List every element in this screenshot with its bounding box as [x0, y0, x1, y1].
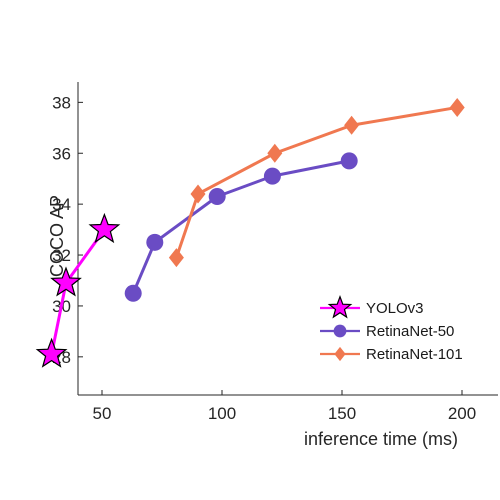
y-tick-label: 34 — [52, 195, 71, 214]
series-line-retinanet-101 — [174, 105, 458, 259]
data-point-retinanet-50 — [124, 284, 142, 302]
legend-label-yolov3: YOLOv3 — [366, 300, 424, 317]
series-retinanet-101 — [168, 97, 465, 268]
data-point-retinanet-50 — [208, 188, 226, 206]
data-point-retinanet-101 — [449, 97, 465, 117]
data-point-retinanet-50 — [146, 233, 164, 251]
data-point-yolov3 — [35, 337, 68, 368]
legend-item-retinanet-50: RetinaNet-50 — [320, 323, 454, 340]
legend-item-retinanet-101: RetinaNet-101 — [320, 346, 463, 363]
legend-item-yolov3: YOLOv3 — [320, 295, 424, 319]
x-axis-title: inference time (ms) — [304, 429, 458, 449]
data-point-retinanet-101 — [344, 115, 360, 135]
legend-label-retinanet-101: RetinaNet-101 — [366, 346, 463, 363]
data-point-retinanet-101 — [168, 248, 184, 268]
series-yolov3 — [35, 212, 121, 368]
x-tick-label: 150 — [328, 404, 356, 423]
data-point-yolov3 — [88, 212, 121, 244]
data-point-retinanet-101 — [190, 184, 206, 204]
y-tick-label: 38 — [52, 93, 71, 112]
legend-marker-yolov3 — [327, 295, 353, 319]
x-ticks: 50 100 150 200 — [93, 390, 476, 423]
data-point-retinanet-101 — [267, 143, 283, 163]
x-tick-label: 100 — [208, 404, 236, 423]
data-point-retinanet-50 — [263, 167, 281, 185]
data-point-retinanet-50 — [340, 152, 358, 170]
legend: YOLOv3 RetinaNet-50 RetinaNet-101 — [320, 295, 463, 363]
y-axis-title: COCO AP — [47, 195, 67, 277]
x-tick-label: 200 — [448, 404, 476, 423]
legend-label-retinanet-50: RetinaNet-50 — [366, 323, 454, 340]
y-tick-label: 36 — [52, 144, 71, 163]
legend-marker-retinanet-101 — [334, 346, 346, 362]
data-point-yolov3 — [50, 266, 82, 297]
x-tick-label: 50 — [93, 404, 112, 423]
series-retinanet-50 — [124, 152, 358, 302]
series-layer — [35, 97, 465, 368]
axes — [77, 82, 498, 396]
legend-marker-retinanet-50 — [333, 324, 347, 338]
series-line-retinanet-50 — [131, 159, 350, 294]
y-tick-label: 32 — [52, 246, 71, 265]
